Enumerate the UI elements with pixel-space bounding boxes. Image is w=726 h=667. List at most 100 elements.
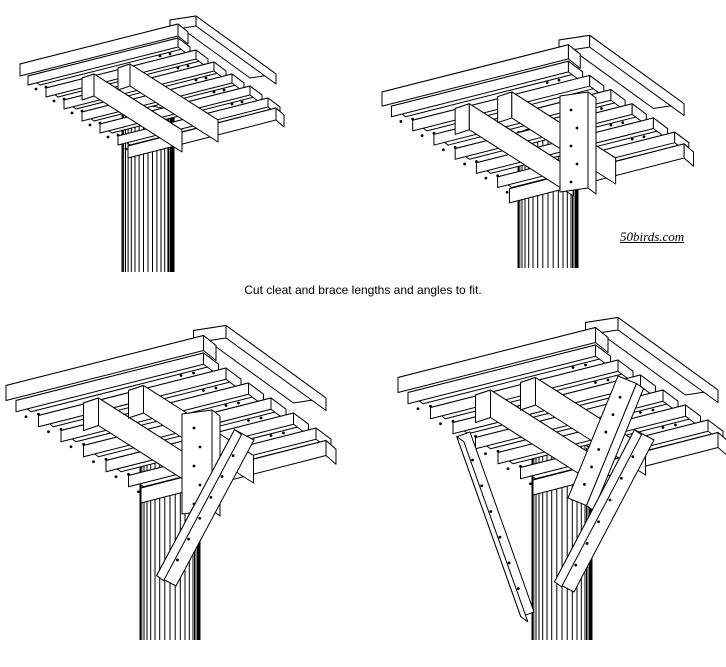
- panel-step-1: [19, 15, 285, 272]
- platform-side-rail-side: [177, 23, 189, 45]
- cross-cleat-front: [128, 385, 144, 419]
- nail-hole: [575, 126, 579, 130]
- cross-cleat-front: [520, 377, 536, 411]
- platform-slat: [407, 344, 611, 405]
- front-cleat: [559, 91, 597, 195]
- platform-front-rim-side: [275, 107, 285, 128]
- nail-hole: [198, 516, 202, 520]
- platform-slat: [27, 37, 191, 86]
- platform-front-rim-side: [325, 440, 337, 465]
- nail-hole: [516, 587, 520, 591]
- cross-cleat-front: [83, 397, 99, 431]
- cross-cleat-front: [454, 103, 470, 135]
- nail-hole: [480, 484, 484, 488]
- nail-hole: [269, 434, 273, 437]
- cross-cleats: [81, 63, 219, 153]
- nail-hole: [247, 419, 250, 422]
- nail-hole: [611, 413, 615, 417]
- front-cleat-face: [559, 91, 589, 193]
- nail-hole: [651, 408, 655, 412]
- nail-hole: [209, 495, 213, 499]
- nail-hole: [52, 99, 56, 103]
- nail-hole: [498, 535, 502, 539]
- platform-side-rail: [19, 23, 189, 77]
- nail-hole: [237, 401, 240, 405]
- brace: [456, 431, 535, 623]
- nail-hole: [618, 395, 622, 399]
- cross-cleat-front: [81, 73, 95, 101]
- nail-hole: [192, 464, 196, 468]
- platform-back-rim-side: [589, 34, 685, 117]
- brace-edge: [586, 383, 645, 512]
- nail-hole: [92, 460, 95, 464]
- nail-hole: [194, 78, 198, 82]
- nail-hole: [34, 87, 38, 91]
- nail-hole: [471, 458, 474, 462]
- nail-hole: [198, 445, 202, 449]
- panel-step-2: [381, 34, 695, 268]
- platform-side-rail-side: [203, 335, 217, 361]
- nail-hole: [574, 563, 578, 567]
- nail-hole: [557, 78, 561, 82]
- nail-hole: [584, 363, 587, 367]
- nail-hole: [399, 120, 403, 123]
- nail-hole: [661, 426, 665, 429]
- nail-hole: [70, 111, 74, 115]
- nail-hole: [609, 123, 613, 127]
- platform-side-rail: [5, 335, 217, 401]
- platform-front-rim-side: [683, 143, 695, 167]
- brace-edge: [156, 429, 243, 582]
- cross-cleat-front: [117, 63, 131, 91]
- cross-cleat: [117, 63, 219, 143]
- nail-hole: [597, 520, 600, 524]
- nail-hole: [198, 483, 202, 487]
- front-cleat-side: [587, 91, 597, 195]
- platform-back-rim: [193, 325, 327, 411]
- cross-cleat: [475, 389, 601, 488]
- caption-text: Cut cleat and brace lengths and angles t…: [244, 283, 482, 297]
- nail-hole: [222, 88, 226, 92]
- nail-hole: [484, 176, 488, 180]
- nail-hole: [179, 374, 183, 377]
- nail-hole: [176, 66, 180, 70]
- nail-hole: [594, 381, 597, 384]
- nail-hole: [416, 407, 420, 411]
- platform-back-rim-side: [617, 317, 719, 403]
- nail-hole: [489, 510, 493, 513]
- nail-hole: [187, 537, 190, 541]
- nail-hole: [168, 52, 172, 56]
- nail-hole: [192, 426, 196, 430]
- nail-hole: [114, 475, 118, 479]
- nail-hole: [569, 108, 573, 112]
- nail-hole: [484, 452, 487, 456]
- nail-hole: [186, 64, 190, 68]
- cross-cleat-front: [497, 91, 513, 124]
- platform-slat: [15, 352, 219, 413]
- nail-hole: [506, 467, 510, 471]
- panel-step-3: [5, 325, 337, 640]
- nail-hole: [282, 431, 285, 435]
- platform-side-rail: [381, 44, 581, 107]
- nail-hole: [639, 411, 642, 414]
- cross-cleat: [83, 397, 209, 496]
- credit-link[interactable]: 50birds.com: [620, 229, 685, 244]
- cross-cleat: [81, 73, 183, 153]
- nail-hole: [214, 386, 218, 390]
- nail-hole: [69, 445, 73, 449]
- nail-hole: [507, 561, 511, 565]
- nail-hole: [106, 135, 110, 139]
- nail-hole: [192, 371, 195, 375]
- cross-cleat-side: [93, 73, 183, 153]
- nail-hole: [590, 465, 593, 469]
- nail-hole: [642, 135, 646, 139]
- nail-hole: [88, 123, 92, 127]
- nail-hole: [24, 415, 28, 419]
- nail-hole: [604, 430, 608, 434]
- nail-hole: [571, 366, 575, 369]
- nail-hole: [441, 148, 445, 152]
- platform-front-rim-side: [717, 432, 726, 456]
- brace: [156, 429, 255, 587]
- nail-hole: [158, 54, 162, 58]
- nail-hole: [569, 144, 573, 148]
